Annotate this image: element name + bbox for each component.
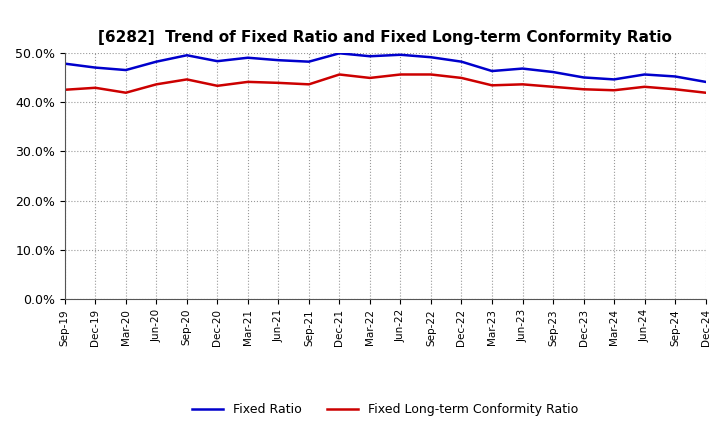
- Fixed Long-term Conformity Ratio: [335, 72, 343, 77]
- Fixed Long-term Conformity Ratio: [457, 75, 466, 81]
- Fixed Ratio: [671, 74, 680, 79]
- Fixed Ratio: [60, 61, 69, 66]
- Fixed Ratio: [487, 68, 496, 73]
- Fixed Ratio: [610, 77, 618, 82]
- Fixed Ratio: [91, 65, 99, 70]
- Fixed Ratio: [640, 72, 649, 77]
- Fixed Long-term Conformity Ratio: [671, 87, 680, 92]
- Fixed Long-term Conformity Ratio: [487, 83, 496, 88]
- Fixed Ratio: [457, 59, 466, 64]
- Fixed Long-term Conformity Ratio: [60, 87, 69, 92]
- Fixed Long-term Conformity Ratio: [396, 72, 405, 77]
- Fixed Long-term Conformity Ratio: [701, 90, 710, 95]
- Fixed Ratio: [213, 59, 222, 64]
- Fixed Long-term Conformity Ratio: [549, 84, 557, 89]
- Fixed Long-term Conformity Ratio: [122, 90, 130, 95]
- Fixed Long-term Conformity Ratio: [640, 84, 649, 89]
- Fixed Long-term Conformity Ratio: [305, 82, 313, 87]
- Fixed Ratio: [243, 55, 252, 60]
- Fixed Ratio: [701, 79, 710, 84]
- Line: Fixed Long-term Conformity Ratio: Fixed Long-term Conformity Ratio: [65, 74, 706, 93]
- Fixed Ratio: [579, 75, 588, 80]
- Fixed Ratio: [274, 58, 283, 63]
- Fixed Long-term Conformity Ratio: [274, 80, 283, 85]
- Fixed Ratio: [518, 66, 527, 71]
- Fixed Long-term Conformity Ratio: [366, 75, 374, 81]
- Fixed Ratio: [396, 52, 405, 57]
- Fixed Ratio: [305, 59, 313, 64]
- Fixed Long-term Conformity Ratio: [518, 82, 527, 87]
- Fixed Long-term Conformity Ratio: [183, 77, 192, 82]
- Fixed Long-term Conformity Ratio: [152, 82, 161, 87]
- Fixed Ratio: [152, 59, 161, 64]
- Fixed Ratio: [366, 54, 374, 59]
- Fixed Ratio: [183, 53, 192, 58]
- Legend: Fixed Ratio, Fixed Long-term Conformity Ratio: Fixed Ratio, Fixed Long-term Conformity …: [187, 398, 583, 421]
- Fixed Ratio: [427, 55, 436, 60]
- Fixed Ratio: [335, 51, 343, 56]
- Fixed Ratio: [549, 70, 557, 75]
- Fixed Long-term Conformity Ratio: [243, 79, 252, 84]
- Fixed Ratio: [122, 67, 130, 73]
- Fixed Long-term Conformity Ratio: [427, 72, 436, 77]
- Fixed Long-term Conformity Ratio: [91, 85, 99, 91]
- Line: Fixed Ratio: Fixed Ratio: [65, 53, 706, 82]
- Fixed Long-term Conformity Ratio: [579, 87, 588, 92]
- Fixed Long-term Conformity Ratio: [213, 83, 222, 88]
- Fixed Long-term Conformity Ratio: [610, 88, 618, 93]
- Title: [6282]  Trend of Fixed Ratio and Fixed Long-term Conformity Ratio: [6282] Trend of Fixed Ratio and Fixed Lo…: [98, 29, 672, 45]
